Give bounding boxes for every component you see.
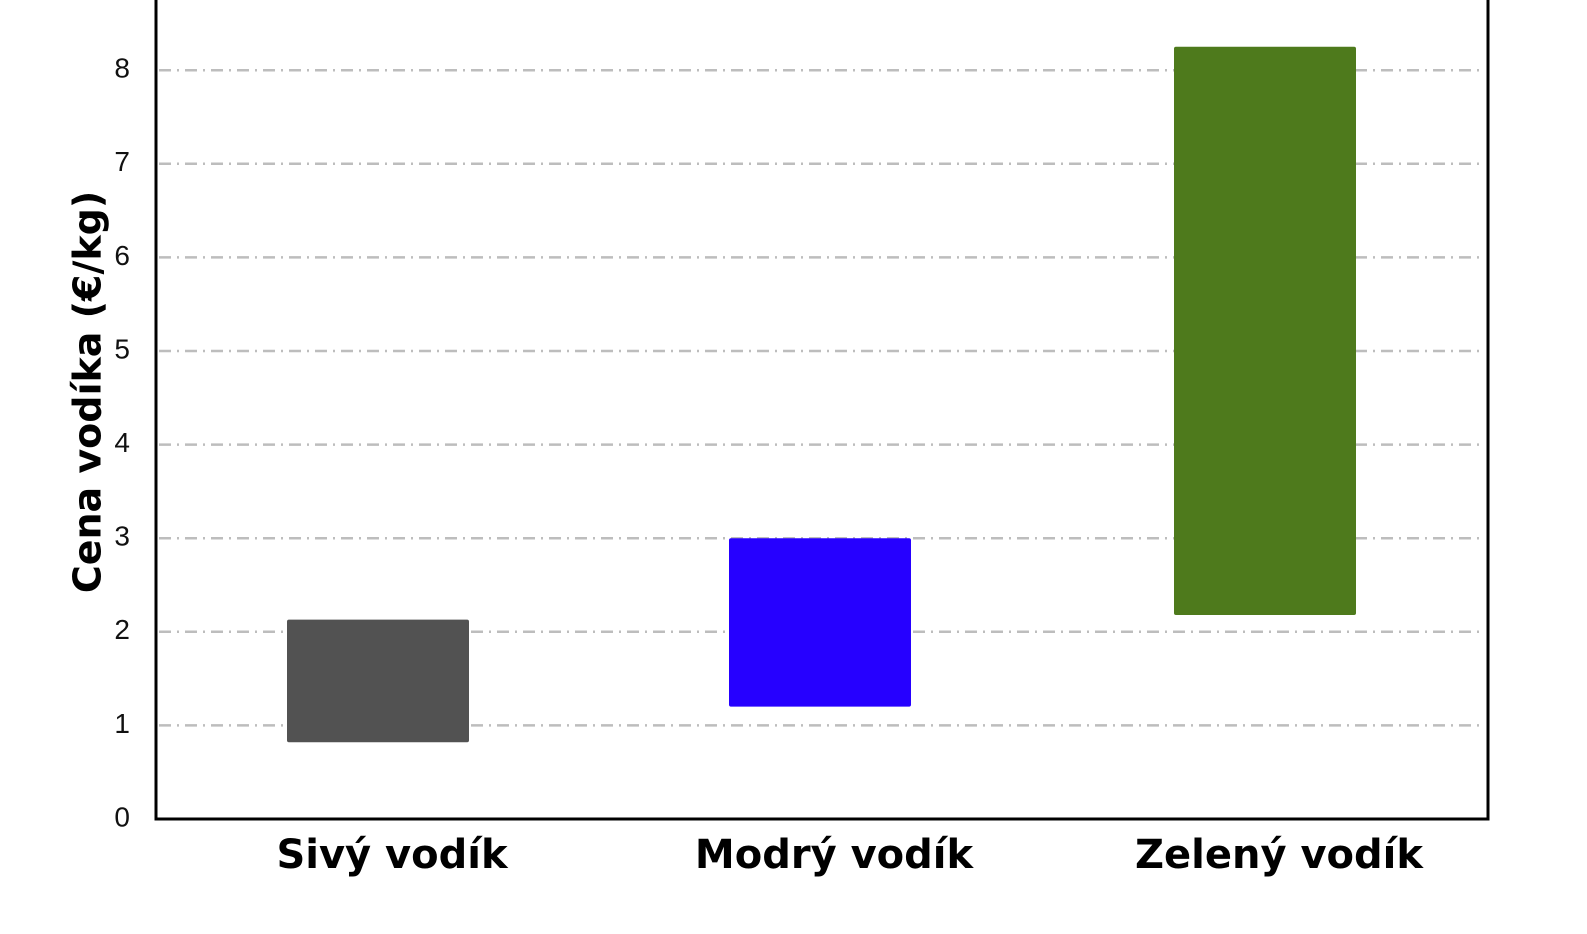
y-tick-labels: 0 1 2 3 4 5 6 7 8 xyxy=(114,53,130,833)
y-axis-title: Cena vodíka (€/kg) xyxy=(66,191,110,593)
plot-frame xyxy=(154,0,1490,821)
category-label: Zelený vodík xyxy=(1135,832,1424,878)
y-tick-label: 3 xyxy=(114,521,130,552)
bar-1 xyxy=(287,619,469,743)
y-tick-label: 5 xyxy=(114,333,130,364)
y-tick-label: 4 xyxy=(114,427,130,458)
bar-2 xyxy=(729,538,911,707)
y-tick-label: 1 xyxy=(114,708,130,739)
bar-3 xyxy=(1174,46,1356,615)
category-label: Modrý vodík xyxy=(695,832,975,878)
category-labels: Sivý vodík Modrý vodík Zelený vodík xyxy=(276,832,1424,878)
y-tick-label: 6 xyxy=(114,240,130,271)
y-tick-label: 7 xyxy=(114,146,130,177)
category-label: Sivý vodík xyxy=(276,832,508,878)
bars xyxy=(287,46,1356,743)
y-tick-label: 2 xyxy=(114,614,130,645)
y-tick-label: 8 xyxy=(114,53,130,84)
y-tick-label: 0 xyxy=(114,801,130,832)
